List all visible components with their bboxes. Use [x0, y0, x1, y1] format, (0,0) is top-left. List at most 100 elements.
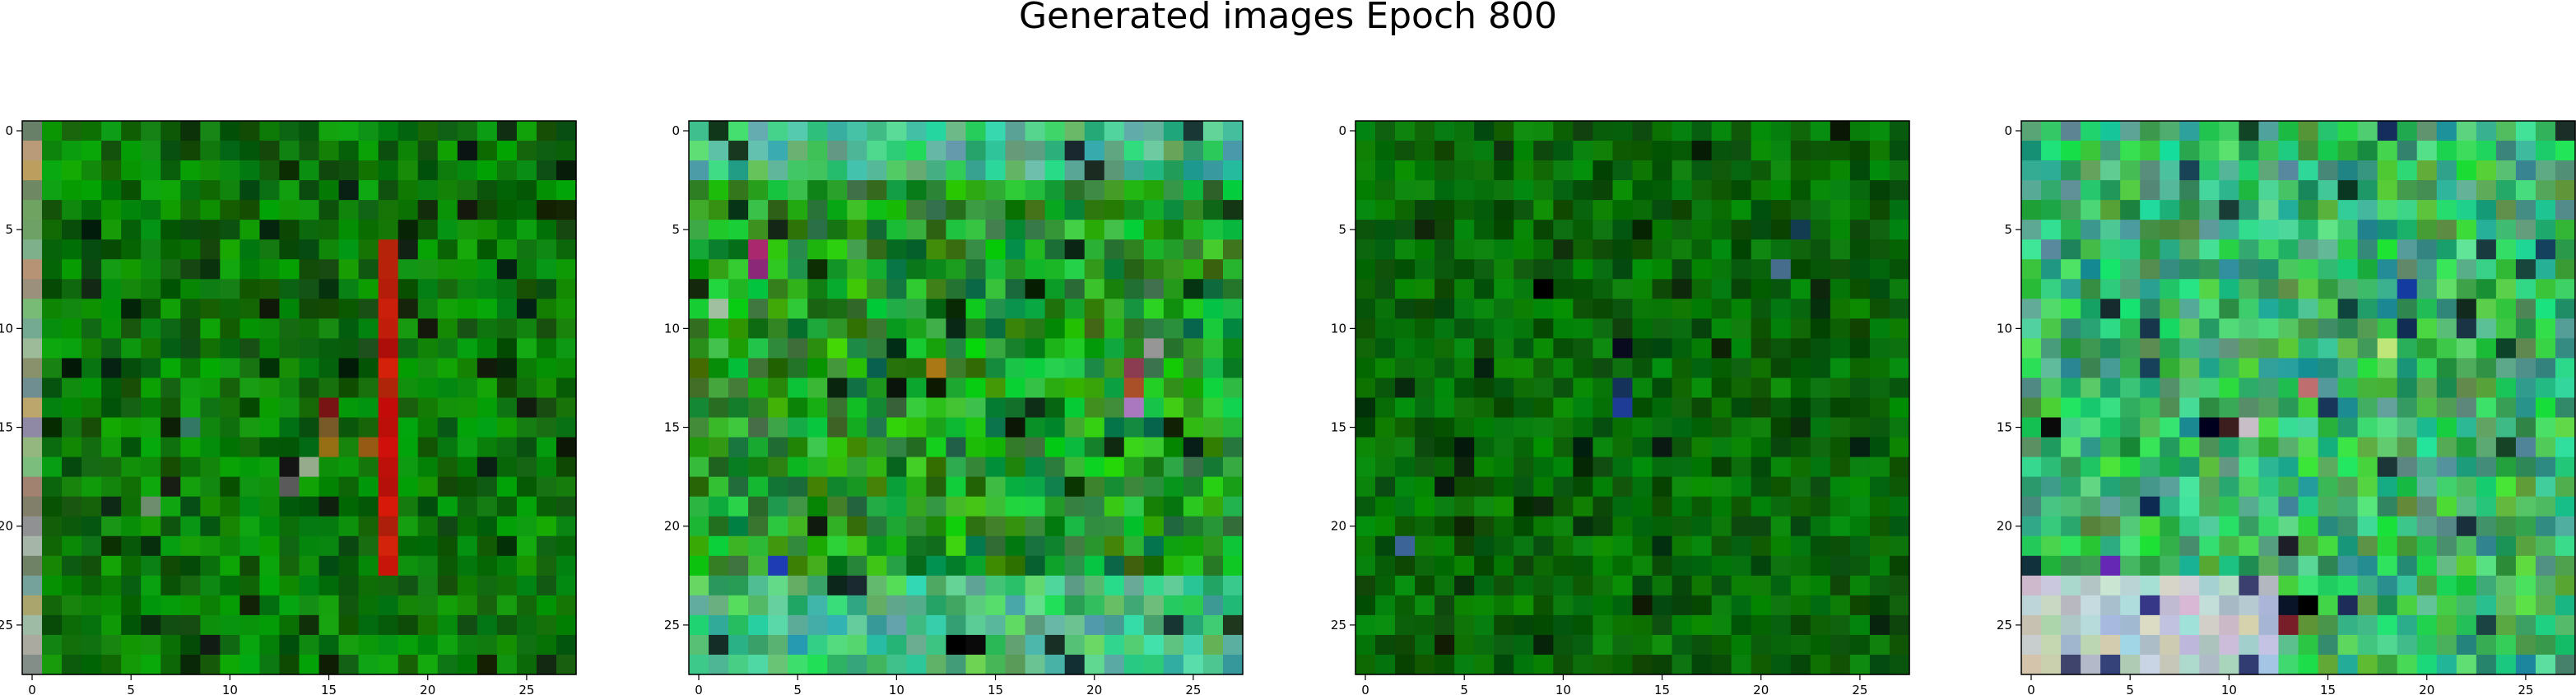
- pixel: [985, 338, 1007, 359]
- pixel: [1652, 378, 1673, 399]
- pixel: [437, 456, 458, 478]
- pixel: [1711, 516, 1732, 537]
- pixel: [709, 180, 729, 201]
- pixel: [847, 397, 867, 419]
- pixel: [946, 338, 967, 359]
- pixel: [1672, 456, 1693, 478]
- y-tick-label: 25: [1331, 618, 1346, 632]
- pixel: [42, 220, 63, 240]
- pixel: [1395, 476, 1416, 498]
- pixel: [2120, 614, 2141, 636]
- pixel: [1770, 397, 1792, 419]
- pixel: [160, 259, 181, 280]
- pixel: [1494, 476, 1514, 498]
- pixel: [200, 378, 221, 399]
- pixel: [2061, 575, 2081, 596]
- pixel: [437, 338, 458, 359]
- pixel: [1593, 141, 1614, 161]
- pixel: [2179, 200, 2200, 220]
- pixel: [2239, 496, 2260, 517]
- pixel: [1790, 634, 1811, 656]
- pixel: [259, 397, 281, 419]
- pixel: [121, 654, 142, 675]
- pixel: [101, 299, 122, 319]
- pixel: [1104, 417, 1125, 438]
- pixel: [1830, 555, 1851, 577]
- pixel: [2140, 496, 2160, 517]
- pixel: [2021, 595, 2042, 616]
- pixel: [2456, 496, 2477, 517]
- pixel: [2140, 555, 2160, 577]
- pixel: [1810, 476, 1831, 498]
- pixel: [2357, 259, 2378, 280]
- pixel: [279, 299, 300, 319]
- pixel: [2258, 358, 2280, 379]
- pixel: [709, 476, 729, 498]
- pixel: [1889, 516, 1910, 537]
- pixel: [1573, 634, 1594, 656]
- pixel: [847, 535, 867, 557]
- pixel: [1652, 239, 1673, 260]
- pixel: [1632, 141, 1653, 161]
- pixel: [2397, 299, 2418, 319]
- pixel: [2140, 535, 2160, 557]
- pixel: [1573, 575, 1594, 596]
- pixel: [2140, 141, 2160, 161]
- pixel: [2535, 121, 2556, 141]
- pixel: [1104, 595, 1125, 616]
- pixel: [1355, 180, 1376, 201]
- pixel: [2318, 259, 2339, 280]
- pixel: [299, 180, 320, 201]
- pixel: [748, 239, 769, 260]
- pixel: [437, 239, 458, 260]
- pixel: [121, 180, 142, 201]
- pixel: [2535, 535, 2556, 557]
- pixel: [2456, 476, 2477, 498]
- pixel: [1064, 634, 1086, 656]
- pixel: [437, 299, 458, 319]
- pixel: [2476, 160, 2497, 181]
- pixel: [2436, 496, 2457, 517]
- pixel: [1415, 555, 1435, 577]
- pixel: [160, 180, 181, 201]
- pixel: [965, 634, 987, 656]
- pixel: [457, 535, 478, 557]
- pixel: [1064, 654, 1086, 675]
- pixel: [1553, 141, 1574, 161]
- pixel: [1415, 200, 1435, 220]
- figure-title: Generated images Epoch 800: [1018, 0, 1558, 37]
- pixel: [2416, 614, 2438, 636]
- pixel: [378, 476, 399, 498]
- pixel: [1869, 180, 1890, 201]
- pixel: [1533, 180, 1554, 201]
- pixel: [299, 456, 320, 478]
- pixel: [965, 358, 987, 379]
- pixel: [965, 220, 987, 240]
- pixel: [1415, 378, 1435, 399]
- pixel: [516, 575, 537, 596]
- pixel: [1143, 279, 1165, 299]
- axes-frame: [2020, 120, 2576, 675]
- pixel: [279, 160, 300, 181]
- pixel: [709, 259, 729, 280]
- pixel: [101, 378, 122, 399]
- y-tick-label: 0: [1338, 123, 1346, 138]
- pixel: [689, 614, 709, 636]
- pixel: [1163, 358, 1184, 379]
- pixel: [1355, 318, 1376, 339]
- pixel: [1849, 200, 1871, 220]
- pixel: [1751, 417, 1772, 438]
- pixel: [2140, 476, 2160, 498]
- pixel: [2337, 437, 2359, 458]
- pixel: [437, 397, 458, 419]
- pixel: [946, 358, 967, 379]
- pixel: [2199, 338, 2220, 359]
- pixel: [2179, 595, 2200, 616]
- pixel: [2337, 456, 2359, 478]
- pixel: [220, 634, 240, 656]
- pixel: [81, 397, 102, 419]
- pixel: [1593, 358, 1614, 379]
- pixel: [847, 496, 867, 517]
- pixel: [2495, 437, 2517, 458]
- pixel: [2555, 358, 2576, 379]
